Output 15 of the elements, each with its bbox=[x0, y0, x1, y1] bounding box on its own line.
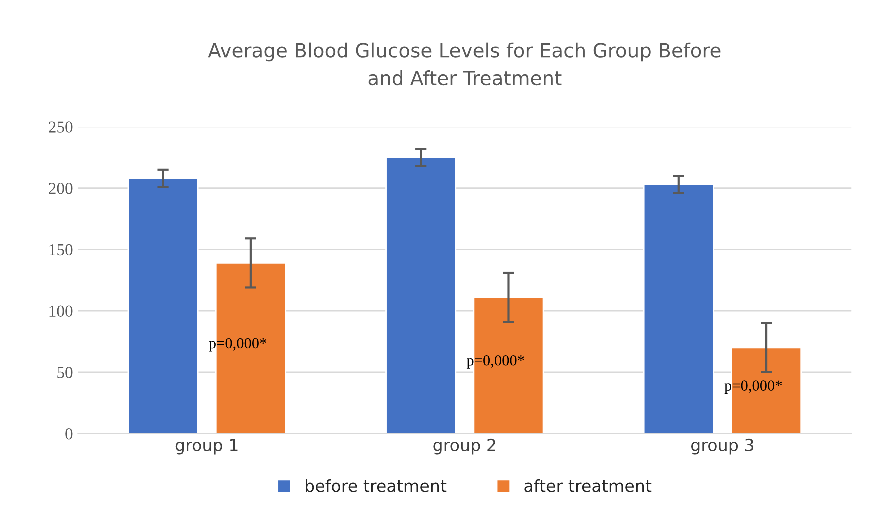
y-tick-label: 100 bbox=[50, 306, 73, 317]
y-tick-label: 200 bbox=[49, 183, 73, 194]
y-tick-label: 0 bbox=[66, 428, 73, 440]
bar bbox=[386, 156, 457, 434]
y-tick-label: 150 bbox=[50, 244, 73, 256]
bar bbox=[643, 184, 714, 434]
x-tick-label: group 2 bbox=[434, 438, 496, 455]
legend-label: after treatment bbox=[524, 479, 652, 492]
x-tick-label: group 3 bbox=[691, 438, 754, 455]
bar bbox=[128, 178, 199, 434]
legend-label: before treatment bbox=[306, 479, 447, 492]
y-tick-label: 250 bbox=[49, 122, 73, 133]
chart-title: Average Blood Glucose Levels for Each Group Before and After Treatment bbox=[208, 42, 721, 86]
x-tick-label: group 1 bbox=[176, 439, 238, 455]
y-tick-label: 50 bbox=[58, 367, 73, 378]
